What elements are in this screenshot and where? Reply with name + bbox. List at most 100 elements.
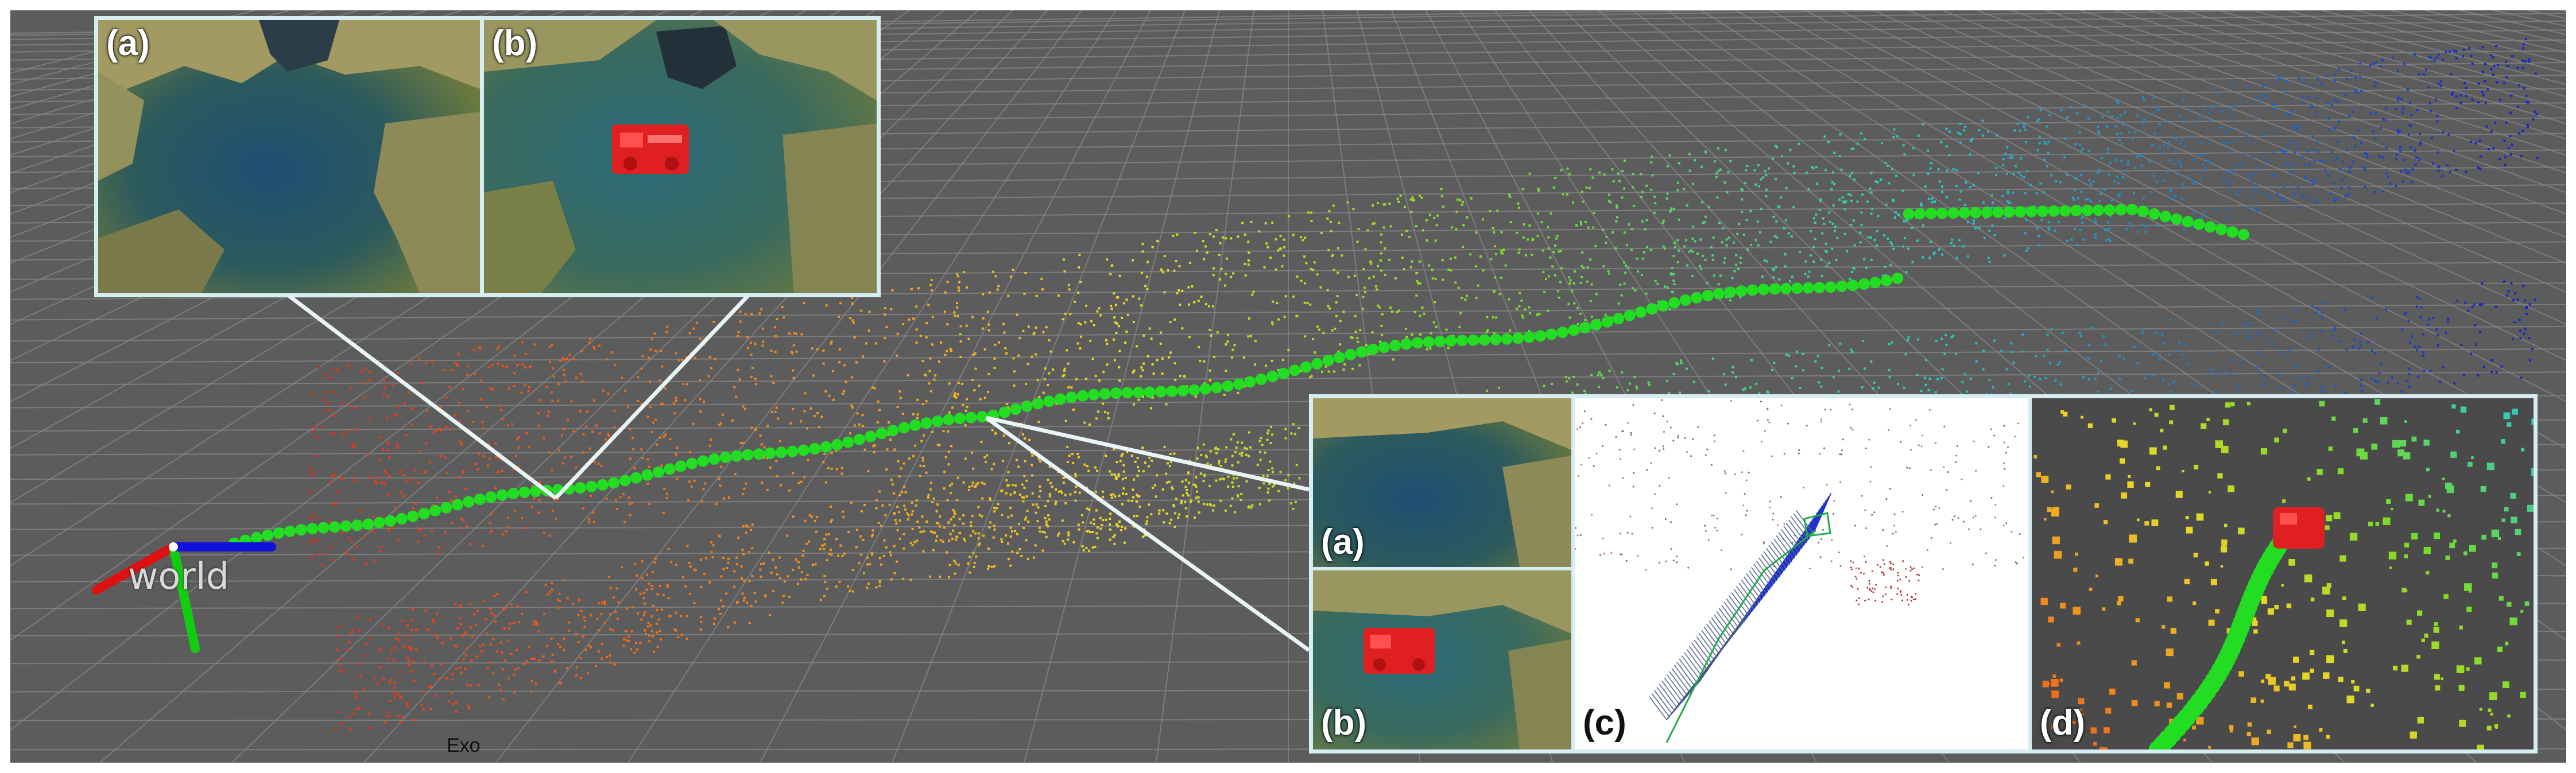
trajectory-point: [1802, 282, 1814, 294]
cloud-point: [811, 564, 814, 566]
sparse-point: [1950, 542, 1951, 544]
cloud-point: [858, 562, 861, 565]
cloud-point: [2072, 196, 2074, 199]
cloud-point: [978, 514, 981, 516]
cloud-point: [1096, 537, 1099, 539]
cloud-point: [2497, 64, 2499, 67]
cloud-point: [956, 499, 959, 502]
cloud-point: [332, 414, 335, 417]
trajectory-point: [1400, 338, 1412, 350]
cloud-point: [878, 490, 881, 493]
cloud-point: [2045, 142, 2048, 145]
cloud-point: [1062, 540, 1064, 542]
cloud-point: [627, 406, 630, 409]
cloud-point: [588, 341, 591, 344]
cloud-point: [1591, 176, 1594, 179]
cloud-point: [2519, 337, 2522, 340]
cloud-point: [2010, 153, 2013, 156]
cloud-point: [837, 554, 840, 557]
cloud-point: [2144, 230, 2147, 233]
cloud-point: [1125, 298, 1128, 301]
cloud-point: [1163, 255, 1166, 258]
cloud-point: [482, 455, 485, 457]
cloud-point: [1849, 194, 1852, 197]
cloud-point: [631, 502, 633, 505]
cloud-point: [1031, 454, 1034, 457]
cloud-point: [2279, 77, 2281, 80]
cloud-point: [1870, 172, 1873, 174]
bottom-right-inset: (a) (b) (c) (d): [1309, 394, 2538, 753]
cloud-point: [340, 478, 343, 481]
sparse-point: [2015, 561, 2017, 564]
cloud-point: [675, 611, 677, 614]
cloud-point: [1643, 251, 1645, 254]
cloud-point: [2141, 224, 2144, 227]
cloud-point: [2436, 151, 2439, 154]
cloud-point: [1081, 545, 1084, 547]
cloud-point: [400, 695, 402, 698]
cloud-point: [444, 531, 447, 534]
cloud-point: [525, 432, 528, 434]
cloud-point: [412, 507, 415, 510]
cloud-point: [503, 607, 506, 609]
cloud-point: [692, 327, 695, 330]
cloud-point: [1828, 261, 1831, 264]
cloud-point: [2460, 344, 2463, 347]
cloud-point: [1162, 509, 1165, 512]
cloud-point: [533, 623, 536, 626]
cloud-point: [1889, 263, 1892, 266]
cloud-point: [744, 313, 747, 316]
camera-label: Exo: [447, 735, 481, 756]
cloud-point: [1988, 261, 1991, 263]
cloud-point: [1321, 370, 1323, 373]
cloud-point: [2274, 130, 2276, 133]
cloud-point: [822, 362, 825, 365]
cloud-point: [1604, 313, 1607, 316]
cloud-point: [582, 451, 584, 454]
cloud-point: [823, 595, 826, 597]
sparse-point: [1819, 453, 1821, 455]
cloud-point: [1704, 215, 1707, 218]
cloud-point: [1013, 384, 1016, 387]
trajectory-point: [1233, 378, 1245, 390]
cloud-point: [1248, 317, 1250, 320]
cloud-point: [2296, 186, 2299, 189]
cloud-point: [1271, 222, 1274, 224]
cloud-point: [1014, 484, 1017, 487]
cloud-point: [2190, 137, 2193, 140]
cloud-point: [1927, 389, 1930, 391]
cloud-point: [2507, 290, 2510, 293]
cloud-point: [1644, 228, 1647, 231]
cloud-point: [700, 621, 703, 623]
cloud-point: [1891, 243, 1893, 246]
cloud-point: [1434, 278, 1437, 280]
cloud-point: [446, 471, 448, 474]
cloud-point: [686, 545, 689, 547]
cloud-point: [579, 677, 582, 679]
cloud-point: [1132, 295, 1134, 298]
cloud-point: [694, 569, 697, 572]
cloud-point: [1907, 336, 1910, 339]
cloud-point: [1039, 490, 1042, 492]
cloud-point: [665, 492, 668, 495]
cloud-point: [2353, 338, 2356, 341]
cloud-point: [1573, 302, 1576, 305]
cloud-point: [2359, 62, 2362, 65]
cloud-point: [1635, 385, 1638, 388]
cloud-point: [636, 648, 639, 651]
cloud-point: [1224, 284, 1227, 287]
3d-viewport[interactable]: world Exo: [10, 10, 2566, 763]
cloud-point: [1007, 471, 1010, 473]
cloud-point: [2079, 173, 2082, 176]
cloud-point: [1780, 155, 1783, 158]
cloud-point: [2023, 122, 2026, 125]
cloud-point: [2285, 91, 2288, 94]
cloud-point: [1296, 275, 1299, 278]
cloud-point: [2040, 219, 2043, 221]
cloud-point: [680, 615, 683, 617]
cloud-point: [964, 424, 967, 426]
cloud-point: [1162, 271, 1165, 274]
cloud-point: [568, 621, 571, 624]
cloud-point: [1792, 206, 1795, 208]
trajectory-point: [686, 457, 698, 469]
